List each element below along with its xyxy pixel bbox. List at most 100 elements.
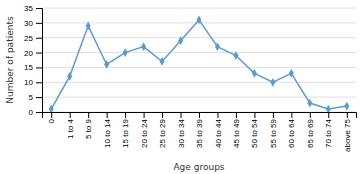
tick-mark — [162, 112, 163, 118]
tick: 45 to 49 — [232, 112, 241, 148]
tick-label: 20 to 24 — [140, 118, 149, 147]
tick-label: 30 — [24, 19, 33, 28]
marker — [233, 51, 238, 60]
tick-label: 15 to 19 — [121, 118, 130, 147]
tick-mark — [36, 38, 42, 39]
tick-label: 60 to 64 — [287, 118, 296, 147]
tick: 70 to 74 — [324, 112, 333, 148]
grid-line — [42, 67, 356, 68]
tick-mark — [36, 23, 42, 24]
tick: 0 — [47, 112, 56, 123]
tick: 30 to 34 — [177, 112, 186, 148]
tick-mark — [36, 67, 42, 68]
y-axis-title: Number of patients — [5, 16, 15, 104]
tick-label: 65 to 69 — [306, 118, 315, 147]
tick: 0 — [29, 108, 42, 117]
tick-mark — [36, 112, 42, 113]
tick: 35 — [24, 4, 42, 13]
tick: 1 to 4 — [66, 112, 75, 139]
tick-label: 25 — [24, 34, 33, 43]
marker — [178, 36, 183, 45]
tick-label: 55 to 59 — [269, 118, 278, 147]
marker — [196, 16, 201, 25]
tick: 60 to 64 — [287, 112, 296, 148]
y-axis: 0 5 10 15 20 25 30 35 — [24, 4, 42, 117]
tick-mark — [88, 112, 89, 118]
x-axis-title: Age groups — [173, 162, 224, 172]
marker — [104, 60, 109, 69]
marker — [141, 42, 146, 51]
marker — [49, 105, 54, 112]
tick-mark — [310, 112, 311, 118]
tick-label: 1 to 4 — [66, 118, 75, 139]
tick: 10 — [24, 78, 42, 87]
tick-mark — [125, 112, 126, 118]
marker — [123, 48, 128, 57]
x-axis: 0 1 to 4 5 to 9 10 to 14 15 to 19 20 to 24 25 … — [43, 112, 357, 152]
tick-mark — [328, 112, 329, 118]
tick: 15 to 19 — [121, 112, 130, 148]
chart: 0 5 10 15 20 25 30 35 0 1 to 4 5 to 9 10 to 14 15 to… — [0, 0, 364, 174]
tick-label: 5 to 9 — [84, 118, 93, 139]
grid-line — [42, 8, 356, 9]
tick-label: 5 — [29, 93, 34, 102]
tick-label: 10 — [24, 78, 33, 87]
tick-mark — [36, 82, 42, 83]
tick: 10 to 14 — [103, 112, 112, 148]
tick-mark — [36, 97, 42, 98]
tick: 55 to 59 — [269, 112, 278, 148]
tick: 20 to 24 — [140, 112, 149, 148]
tick-mark — [51, 112, 52, 118]
line — [51, 20, 347, 109]
tick-mark — [273, 112, 274, 118]
grid — [42, 8, 356, 112]
tick-label: 0 — [29, 108, 34, 117]
grid-line — [42, 82, 356, 83]
marker — [289, 69, 294, 78]
tick: 50 to 54 — [250, 112, 259, 148]
grid-line — [42, 37, 356, 38]
tick-label: 35 to 39 — [195, 118, 204, 147]
tick-mark — [291, 112, 292, 118]
tick-mark — [199, 112, 200, 118]
tick: 15 — [24, 63, 42, 72]
tick-label: 15 — [24, 63, 33, 72]
axis-line — [36, 9, 43, 113]
tick: 40 to 44 — [214, 112, 223, 148]
tick-label: above 75 — [343, 118, 352, 151]
tick-mark — [70, 112, 71, 118]
marker — [307, 99, 312, 108]
tick-mark — [217, 112, 218, 118]
marker — [215, 42, 220, 51]
tick: 25 to 29 — [158, 112, 167, 148]
tick-label: 10 to 14 — [103, 118, 112, 147]
marker — [160, 57, 165, 66]
axis-line — [43, 113, 357, 119]
tick: 65 to 69 — [306, 112, 315, 148]
marker — [67, 72, 72, 81]
tick-mark — [236, 112, 237, 118]
marker — [326, 105, 331, 112]
marker — [270, 78, 275, 87]
tick-mark — [254, 112, 255, 118]
tick-label: 40 to 44 — [214, 118, 223, 147]
tick: 5 to 9 — [84, 112, 93, 139]
tick: 25 — [24, 34, 42, 43]
plot-area: 0 5 10 15 20 25 30 35 0 1 to 4 5 to 9 10 to 14 15 to… — [24, 4, 356, 152]
tick-mark — [347, 112, 348, 118]
tick-label: 50 to 54 — [250, 118, 259, 147]
tick: 30 — [24, 19, 42, 28]
tick-label: 20 — [24, 49, 33, 58]
tick-mark — [107, 112, 108, 118]
marker — [344, 102, 349, 111]
tick-label: 70 to 74 — [324, 118, 333, 147]
grid-line — [42, 52, 356, 53]
marker — [252, 69, 257, 78]
tick-mark — [36, 8, 42, 9]
series — [49, 16, 350, 112]
tick-label: 25 to 29 — [158, 118, 167, 147]
tick: 5 — [29, 93, 42, 102]
tick-mark — [181, 112, 182, 118]
tick-label: 30 to 34 — [177, 118, 186, 147]
tick: 35 to 39 — [195, 112, 204, 148]
